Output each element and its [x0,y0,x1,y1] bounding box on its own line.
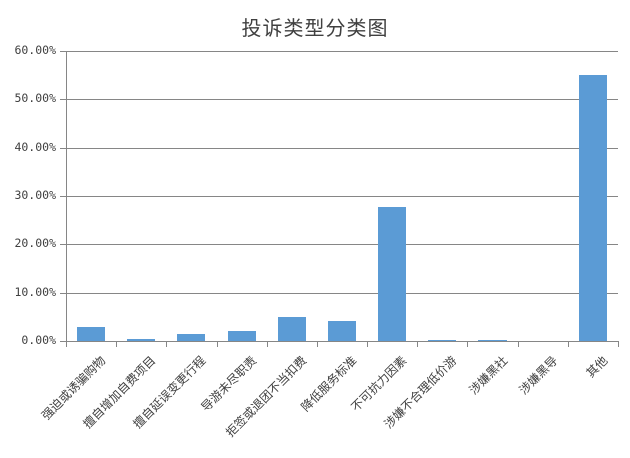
bar[interactable] [127,338,156,341]
bar[interactable] [327,320,357,341]
y-axis-tick-mark [60,244,66,246]
x-axis-tick-mark [216,341,218,347]
y-axis-tick-mark [60,196,66,197]
x-axis-tick-mark [266,341,268,347]
x-axis-tick-mark [316,341,318,347]
bar[interactable] [77,326,106,341]
gridline [66,51,618,52]
gridline [66,244,618,246]
gridline [66,292,618,294]
gridline [66,341,618,342]
gridline [66,196,618,197]
y-axis-tick-mark [60,341,66,342]
x-axis-category-label: 涉嫌黑社 [465,353,510,398]
x-axis-tick-mark [116,341,118,347]
y-axis-tick-mark [60,51,66,52]
y-axis-tick-label: 30.00% [14,188,56,202]
x-axis-tick-mark [618,341,619,347]
x-axis-tick-mark [417,341,419,347]
y-axis-tick-label: 40.00% [14,139,56,154]
bar[interactable] [227,330,256,341]
x-axis-category-label: 其他 [583,353,611,381]
y-axis-tick-label: 50.00% [14,91,56,106]
x-axis-tick-mark [567,341,569,347]
x-axis-category-label: 涉嫌黑导 [516,353,561,398]
bar[interactable] [428,339,457,341]
chart-title: 投诉类型分类图 [241,16,389,40]
x-axis-tick-mark [367,341,369,347]
x-axis-tick-mark [467,341,469,347]
y-axis-tick-mark [60,99,66,101]
y-axis-tick-mark [60,292,66,294]
x-axis-tick-mark [166,341,168,347]
bar[interactable] [277,317,306,341]
bar[interactable] [177,333,206,341]
bar[interactable] [478,339,507,341]
y-axis-tick-mark [60,147,66,149]
y-axis-tick-label: 10.00% [14,284,56,299]
y-axis-tick-label: 0.00% [21,333,56,347]
y-axis-tick-label: 60.00% [14,43,56,57]
bar[interactable] [378,206,407,341]
bar[interactable] [578,74,607,341]
plot-area [66,51,618,342]
gridline [66,99,618,101]
y-axis-tick-label: 20.00% [14,236,56,251]
gridline [66,147,618,149]
x-axis-tick-mark [66,341,67,347]
x-axis-tick-mark [517,341,519,347]
